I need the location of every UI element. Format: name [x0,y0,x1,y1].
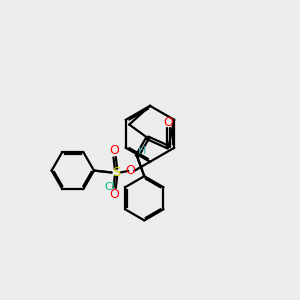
Text: O: O [125,164,135,177]
Text: Cl: Cl [104,182,115,192]
Text: O: O [110,144,120,157]
Text: O: O [164,116,173,129]
Text: H: H [138,146,146,156]
Text: O: O [110,188,120,201]
Text: S: S [112,166,120,179]
